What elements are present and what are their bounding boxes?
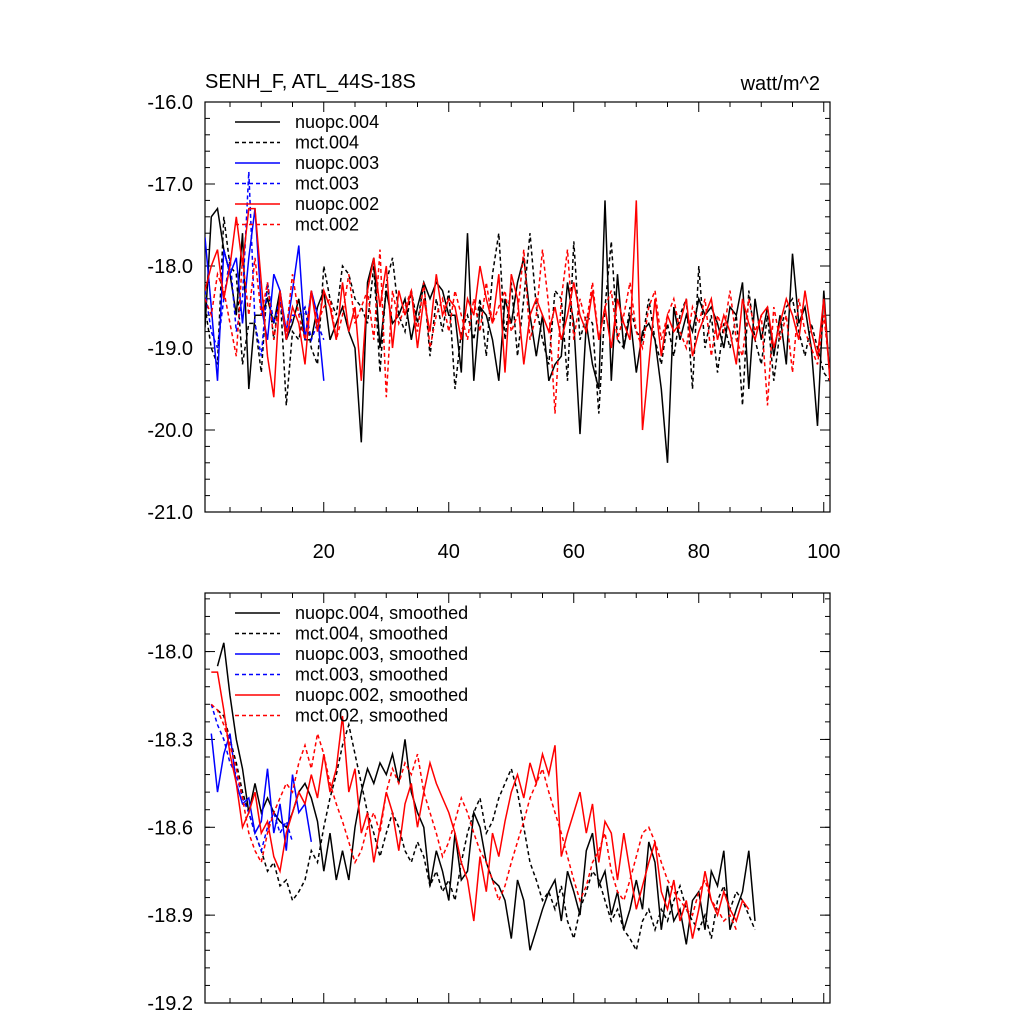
panel-2-frame — [204, 592, 831, 1004]
panel-2-ytick-label: -18.0 — [147, 642, 193, 664]
panel-1-legend-label: nuopc.004 — [295, 112, 379, 132]
panel-1-xtick-label: 60 — [563, 541, 585, 563]
panel-2-legend-label: mct.004, smoothed — [295, 624, 448, 644]
panel-2-series-mct-003-smoothed — [210, 704, 294, 854]
panel-1-ytick-label: -20.0 — [147, 420, 193, 442]
panel-2-series-nuopc-002-smoothed — [211, 671, 750, 939]
panel-1-series-mct-002 — [205, 249, 830, 414]
panel-2-legend-label: mct.002, smoothed — [295, 706, 448, 726]
panel-2-legend-label: nuopc.004, smoothed — [295, 603, 468, 623]
panel-2-ytick-label: -18.6 — [147, 817, 193, 839]
panel-1-ytick-label: -19.0 — [147, 338, 193, 360]
panel-1-xtick-label: 80 — [688, 541, 710, 563]
panel-1-units: watt/m^2 — [740, 73, 820, 95]
panel-1-series-mct-004 — [205, 216, 830, 414]
panel-1-xtick-label: 100 — [807, 541, 840, 563]
panel-1-legend-label: nuopc.002 — [295, 194, 379, 214]
panel-2-ytick-label: -18.3 — [147, 729, 193, 751]
panel-2-series-mct-004-smoothed — [216, 709, 756, 953]
panel-1-series-nuopc-004 — [205, 200, 830, 463]
panel-1-legend-label: nuopc.003 — [295, 153, 379, 173]
panel-1-ytick-label: -18.0 — [147, 256, 193, 278]
panel-2-ytick-label: -18.9 — [147, 905, 193, 927]
panel-1-xtick-label: 20 — [313, 541, 335, 563]
panel-2-series-mct-002-smoothed — [210, 703, 737, 931]
panel-2-legend-label: nuopc.003, smoothed — [295, 644, 468, 664]
panel-1-ytick-label: -21.0 — [147, 502, 193, 524]
panel-1-title: SENH_F, ATL_44S-18S — [205, 71, 416, 93]
panel-2-legend-label: nuopc.002, smoothed — [295, 685, 468, 705]
panel-1-legend-label: mct.002 — [295, 215, 359, 235]
panel-1-xtick-label: 40 — [438, 541, 460, 563]
panel-2-legend-label: mct.003, smoothed — [295, 665, 448, 685]
panel-1-ytick-label: -16.0 — [147, 92, 193, 114]
panel-1-ytick-label: -17.0 — [147, 174, 193, 196]
panel-1-series-nuopc-002 — [205, 200, 830, 431]
panel-1-legend-label: mct.004 — [295, 133, 359, 153]
panel-2-ytick-label: -19.2 — [147, 993, 193, 1015]
panel-1-legend-label: mct.003 — [295, 174, 359, 194]
